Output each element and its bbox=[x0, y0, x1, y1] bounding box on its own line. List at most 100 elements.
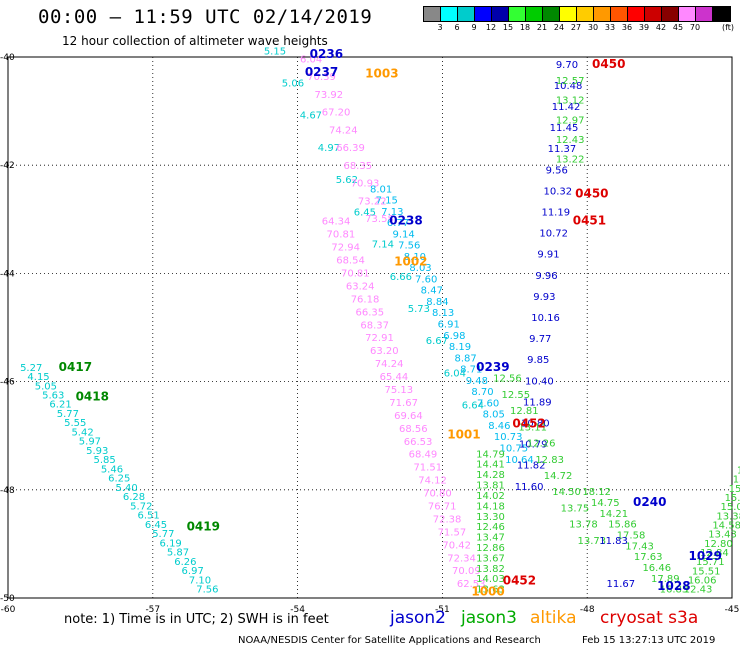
wave-height-value: 9.93 bbox=[533, 292, 555, 303]
wave-height-value: 62.53 bbox=[457, 579, 486, 590]
wave-height-value: 15.71 bbox=[696, 557, 725, 568]
legend-swatch bbox=[509, 7, 526, 21]
wave-height-value: 5.55 bbox=[64, 418, 86, 429]
wave-height-value: 7.10 bbox=[189, 575, 211, 586]
legend-swatch bbox=[611, 7, 628, 21]
wave-height-value: 71.57 bbox=[438, 527, 467, 538]
wave-height-value: 10.16 bbox=[531, 313, 560, 324]
wave-height-value: 14.03 bbox=[476, 574, 505, 585]
wave-height-value: 17.43 bbox=[625, 541, 654, 552]
wave-height-value: 5.40 bbox=[115, 483, 137, 494]
wave-height-value: 69.64 bbox=[394, 411, 423, 422]
wave-height-value: 9.96 bbox=[535, 271, 557, 282]
wave-height-value: 5.85 bbox=[93, 455, 115, 466]
wave-height-value: 68.54 bbox=[336, 256, 365, 267]
chart-subtitle: 12 hour collection of altimeter wave hei… bbox=[62, 34, 328, 48]
pass-time-label: 1028 bbox=[657, 579, 690, 593]
wave-height-value: 8.01 bbox=[370, 184, 392, 195]
x-tick-label: -57 bbox=[145, 605, 160, 615]
wave-height-value: 5.73 bbox=[408, 304, 430, 315]
wave-height-value: 6.28 bbox=[123, 492, 145, 503]
wave-height-value: 6.66 bbox=[390, 272, 412, 283]
wave-height-value: 11.45 bbox=[550, 123, 579, 134]
wave-height-value: 12.57 bbox=[556, 76, 585, 87]
wave-height-value: 7.56 bbox=[196, 585, 218, 596]
wave-height-value: 66.39 bbox=[336, 143, 365, 154]
x-tick-label: -48 bbox=[580, 605, 595, 615]
legend-tick-label: 9 bbox=[471, 23, 477, 32]
wave-height-value: 12.84 bbox=[700, 548, 729, 559]
wave-height-value: 16.29 bbox=[737, 466, 740, 477]
wave-height-value: 70.93 bbox=[351, 179, 380, 190]
pass-time-label: 0236 bbox=[310, 47, 343, 61]
legend-tick-label: 30 bbox=[587, 23, 599, 32]
wave-height-value: 63.24 bbox=[346, 281, 375, 292]
wave-height-value: 5.77 bbox=[152, 529, 174, 540]
wave-height-value: 71.67 bbox=[389, 398, 418, 409]
wave-height-value: 13.67 bbox=[476, 553, 505, 564]
wave-height-value: 10.64 bbox=[505, 455, 534, 466]
wave-height-value: 13.82 bbox=[476, 564, 505, 575]
wave-height-value: 9.70 bbox=[556, 60, 578, 71]
satellite-label-altika: altika bbox=[530, 608, 577, 628]
y-tick-label: -48 bbox=[0, 486, 15, 496]
wave-height-value: 18.12 bbox=[582, 487, 611, 498]
wave-height-value: 6.97 bbox=[182, 566, 204, 577]
wave-height-value: 5.46 bbox=[101, 464, 123, 475]
wave-height-value: 10.48 bbox=[554, 81, 583, 92]
legend-swatch bbox=[679, 7, 696, 21]
wave-height-value: 6.51 bbox=[138, 511, 160, 522]
wave-height-value: 8.87 bbox=[454, 353, 476, 364]
wave-height-value: 12.43 bbox=[556, 135, 585, 146]
wave-height-value: 71.51 bbox=[413, 463, 442, 474]
wave-height-value: 14.75 bbox=[591, 498, 620, 509]
wave-height-value: 12.81 bbox=[510, 406, 539, 417]
wave-height-value: 9.85 bbox=[527, 355, 549, 366]
wave-height-value: 11.67 bbox=[607, 579, 636, 590]
wave-height-value: 72.34 bbox=[447, 553, 476, 564]
wave-height-value: 74.12 bbox=[418, 476, 447, 487]
wave-height-value: 73.58 bbox=[365, 214, 394, 225]
wave-height-value: 8.70 bbox=[471, 387, 493, 398]
legend-swatch bbox=[526, 7, 543, 21]
wave-height-value: 70.09 bbox=[452, 566, 481, 577]
wave-height-value: 6.21 bbox=[49, 400, 71, 411]
y-tick-label: -44 bbox=[0, 269, 15, 279]
wave-height-value: 12.43 bbox=[684, 585, 713, 596]
wave-height-value: 9.48 bbox=[466, 376, 488, 387]
wave-height-value: 5.06 bbox=[282, 79, 304, 90]
y-tick-label: -40 bbox=[0, 53, 15, 63]
wave-height-value: 9.14 bbox=[393, 229, 415, 240]
wave-height-value: 70.81 bbox=[327, 230, 356, 241]
wave-height-value: 67.20 bbox=[322, 108, 351, 119]
pass-time-label: 0451 bbox=[573, 214, 606, 228]
wave-height-value: 5.63 bbox=[42, 391, 64, 402]
wave-height-value: 10.72 bbox=[539, 229, 568, 240]
pass-time-label: 1003 bbox=[365, 67, 398, 81]
wave-height-value: 17.63 bbox=[634, 552, 663, 563]
pass-time-label: 0239 bbox=[476, 360, 509, 374]
wave-height-value: 13.38 bbox=[716, 511, 740, 522]
wave-height-value: 10.40 bbox=[525, 376, 554, 387]
legend-swatch bbox=[628, 7, 645, 21]
wave-height-value: 8.47 bbox=[421, 286, 443, 297]
wave-height-value: 14.72 bbox=[544, 471, 573, 482]
y-tick-label: -50 bbox=[0, 594, 15, 604]
x-tick-label: -60 bbox=[1, 605, 16, 615]
wave-height-value: 5.87 bbox=[167, 548, 189, 559]
wave-height-value: 7.15 bbox=[376, 196, 398, 207]
legend-tick-label: 27 bbox=[570, 23, 582, 32]
legend-swatch bbox=[645, 7, 662, 21]
plot-frame bbox=[7, 56, 733, 599]
pass-time-label: 1029 bbox=[689, 549, 722, 563]
color-scale-legend bbox=[423, 6, 731, 22]
wave-height-value: 16.46 bbox=[642, 563, 671, 574]
pass-time-label: 0418 bbox=[76, 390, 109, 404]
wave-height-value: 68.35 bbox=[343, 161, 372, 172]
wave-height-value: 6.25 bbox=[108, 474, 130, 485]
wave-height-value: 4.97 bbox=[318, 143, 340, 154]
wave-height-value: 6.67 bbox=[426, 336, 448, 347]
wave-height-value: 12.46 bbox=[476, 522, 505, 533]
wave-height-value: 4.15 bbox=[27, 372, 49, 383]
